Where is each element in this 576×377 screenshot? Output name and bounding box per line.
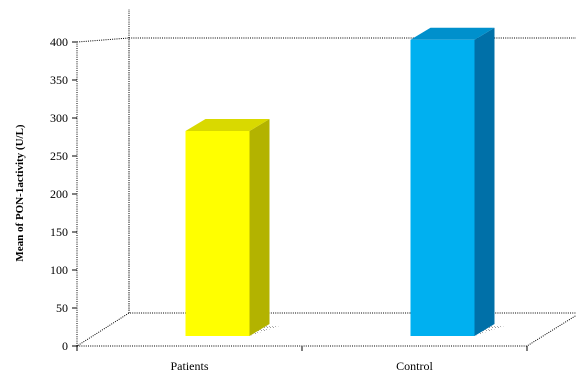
bar-top-face: [185, 119, 270, 131]
y-tick-label: 350: [50, 73, 68, 87]
y-tick-label: 100: [50, 263, 68, 277]
chart-3d-frame: [75, 9, 576, 347]
y-tick-label: 400: [50, 35, 68, 49]
y-tick-label: 0: [62, 339, 68, 353]
y-tick-label: 250: [50, 149, 68, 163]
y-axis-title: Mean of PON-1activity (U/L): [14, 124, 26, 261]
y-axis: 0 50 100 150 200 250 300 350 400: [50, 35, 77, 353]
bar-series: [185, 27, 505, 337]
x-axis: Patients Control: [76, 346, 528, 373]
y-tick-label: 300: [50, 111, 68, 125]
bar-side-face: [249, 119, 270, 336]
bar-control: [410, 27, 505, 337]
y-tick-label: 150: [50, 225, 68, 239]
bar-top-face: [410, 27, 495, 40]
bar-side-face: [474, 27, 495, 337]
y-tick-label: 50: [56, 301, 68, 315]
y-tick-label: 200: [50, 187, 68, 201]
bar-front-face: [185, 131, 250, 336]
floor: [75, 312, 576, 347]
left-wall-top-edge: [76, 37, 130, 43]
bar-front-face: [410, 39, 475, 337]
x-tick-label: Patients: [171, 359, 209, 373]
bar-patients: [185, 119, 280, 336]
x-tick-label: Control: [396, 359, 433, 373]
